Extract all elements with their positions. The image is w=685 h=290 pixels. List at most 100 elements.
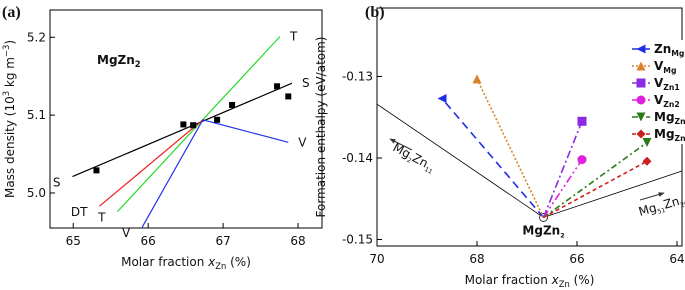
data-point xyxy=(274,83,281,90)
series-label: V xyxy=(298,135,307,149)
x-tick-label: 68 xyxy=(469,252,484,266)
label-part: Zn xyxy=(215,261,226,271)
x-tick-label: 66 xyxy=(141,234,156,248)
label-part: Mg xyxy=(671,49,684,58)
label-part: 20 xyxy=(680,200,685,209)
label-part: 2 xyxy=(560,232,564,239)
legend-marker xyxy=(636,129,646,139)
label-part: Mg xyxy=(637,200,658,218)
label-part: Zn2 xyxy=(675,134,685,143)
series-line xyxy=(99,119,204,207)
label-part: Formation enthalpy (eV/atom) xyxy=(314,37,328,218)
series-line xyxy=(543,160,648,219)
annotation: Mg51Zn20 xyxy=(637,192,685,221)
y-axis-label: Formation enthalpy (eV/atom) xyxy=(314,37,328,218)
series-line xyxy=(543,141,648,219)
label-part: x xyxy=(207,255,216,269)
data-point xyxy=(190,122,197,129)
label-part: 3 xyxy=(1,91,11,96)
legend-label: VZn1 xyxy=(654,76,680,92)
series-line xyxy=(441,97,545,218)
series-label: S xyxy=(302,76,310,90)
series-line xyxy=(72,82,293,178)
x-tick-label: 67 xyxy=(215,234,230,248)
label-part: 2 xyxy=(406,157,413,165)
y-tick-label: -0.14 xyxy=(342,151,373,165)
marker xyxy=(642,156,652,166)
series-label: T xyxy=(289,29,298,43)
series-label: T xyxy=(97,211,106,225)
y-tick-label: 5.1 xyxy=(27,108,46,122)
label-part: (%) xyxy=(226,255,251,269)
x-axis-label: Molar fraction xZn (%) xyxy=(465,273,595,289)
legend-label: ZnMg xyxy=(654,42,684,58)
x-axis-label: Molar fraction xZn (%) xyxy=(121,255,251,271)
data-point xyxy=(229,101,236,108)
legend-label: VZn2 xyxy=(654,93,680,109)
label-part: 11 xyxy=(423,166,433,176)
label-part: Zn2 xyxy=(663,100,679,109)
legend-label: MgZn1 xyxy=(654,110,685,126)
series-label: DT xyxy=(71,205,88,219)
data-point xyxy=(214,116,221,123)
y-tick-label: -0.13 xyxy=(342,69,373,83)
label-part: Zn xyxy=(662,194,681,212)
y-tick-label: 5.2 xyxy=(27,30,46,44)
label-part: Zn1 xyxy=(663,83,679,92)
label-part: Mass density (10 xyxy=(3,96,17,198)
label-part: Mg xyxy=(654,127,675,141)
marker xyxy=(642,137,652,147)
series-line xyxy=(116,36,281,213)
series-label: V xyxy=(122,226,131,240)
label-part: x xyxy=(551,273,560,287)
x-tick-label: 66 xyxy=(569,252,584,266)
data-point xyxy=(180,121,187,128)
annotation: Mg2Zn11 xyxy=(390,140,438,176)
label-part: Mg xyxy=(654,110,675,124)
label-part: Zn xyxy=(410,151,431,171)
legend-label: VMg xyxy=(654,59,676,75)
data-point xyxy=(93,167,100,174)
panel-label: (b) xyxy=(365,4,385,21)
panel-label: (a) xyxy=(2,4,21,21)
series-label: S xyxy=(53,176,61,190)
label-part: MgZn xyxy=(522,223,560,237)
legend-marker xyxy=(636,61,646,71)
label-part: 51 xyxy=(657,207,667,216)
label-part: V xyxy=(654,93,664,107)
x-tick-label: 64 xyxy=(669,252,684,266)
label-part: 2 xyxy=(135,59,141,69)
x-tick-label: 65 xyxy=(66,234,81,248)
series-line xyxy=(542,120,583,218)
annotation: MgZn2 xyxy=(522,223,564,239)
label-part: V xyxy=(654,59,664,73)
y-tick-label: 5.0 xyxy=(27,186,46,200)
label-part: Mg xyxy=(663,66,676,75)
series-line xyxy=(141,119,289,228)
label-part: V xyxy=(654,76,664,90)
y-tick-label: -0.15 xyxy=(342,232,373,246)
label-part: Molar fraction xyxy=(465,273,552,287)
legend-label: MgZn2 xyxy=(654,127,685,143)
series-line xyxy=(542,159,583,218)
legend-marker xyxy=(636,95,646,105)
label-part: kg m xyxy=(3,57,17,91)
label-part: MgZn xyxy=(97,53,135,67)
legend-box xyxy=(630,40,684,144)
legend-marker xyxy=(636,112,646,122)
label-part: Zn1 xyxy=(675,117,685,126)
label-part: Zn xyxy=(559,279,570,289)
legend-marker xyxy=(636,78,646,88)
legend-marker xyxy=(636,44,646,54)
marker xyxy=(472,74,482,84)
x-tick-label: 70 xyxy=(369,252,384,266)
marker xyxy=(577,116,587,126)
label-part: (%) xyxy=(570,273,595,287)
data-point xyxy=(285,93,292,100)
marker xyxy=(577,155,587,165)
label-part: Molar fraction xyxy=(121,255,208,269)
chart-title: MgZn2 xyxy=(97,53,141,69)
marker xyxy=(437,93,447,103)
arrow xyxy=(389,138,413,151)
